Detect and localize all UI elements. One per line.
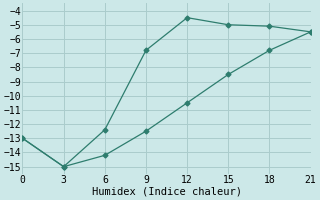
X-axis label: Humidex (Indice chaleur): Humidex (Indice chaleur) xyxy=(92,187,242,197)
